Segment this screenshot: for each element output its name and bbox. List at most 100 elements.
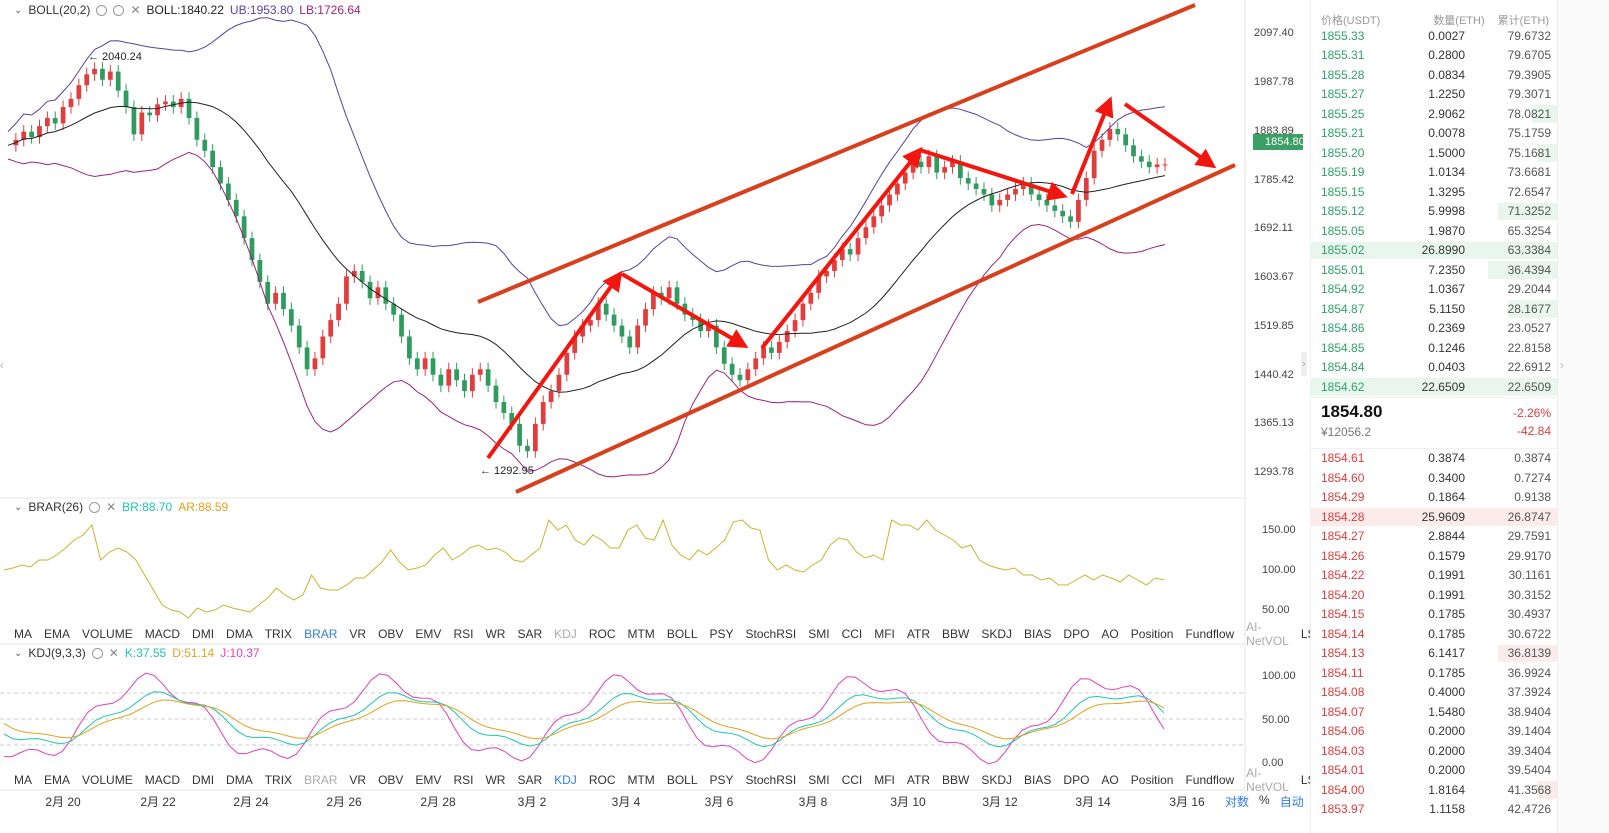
gear-icon[interactable]	[91, 647, 103, 659]
indicator-tab-dpo[interactable]: DPO	[1063, 627, 1090, 641]
collapse-chevron-icon[interactable]: ⌄	[14, 501, 23, 513]
indicator-tab-atr[interactable]: ATR	[906, 773, 931, 787]
bid-row[interactable]: 1854.92 1.0367 29.2044	[1311, 280, 1557, 300]
ask-row[interactable]: 1854.03 0.2000 39.3404	[1311, 741, 1557, 761]
indicator-tab-mtm[interactable]: MTM	[627, 773, 655, 787]
indicator-tab-bias[interactable]: BIAS	[1024, 627, 1052, 641]
indicator-tab-vr[interactable]: VR	[349, 627, 367, 641]
indicator-tab-ai-netvol[interactable]: AI-NetVOL	[1246, 766, 1289, 794]
bid-row[interactable]: 1855.27 1.2250 79.3071	[1311, 85, 1557, 105]
collapse-chevron-icon[interactable]: ⌄	[14, 4, 23, 16]
ask-row[interactable]: 1854.11 0.1785 36.9924	[1311, 663, 1557, 683]
indicator-tab-ao[interactable]: AO	[1101, 773, 1119, 787]
auto-scale-toggle[interactable]: 自动	[1279, 795, 1304, 809]
chart-area[interactable]: 2097.40 1987.78 1883.89 1785.42 1692.11 1603.…	[0, 0, 1333, 833]
ask-row[interactable]: 1854.27 2.8844 29.7591	[1311, 527, 1557, 547]
bid-row[interactable]: 1855.15 1.3295 72.6547	[1311, 182, 1557, 202]
indicator-tab-skdj[interactable]: SKDJ	[981, 627, 1013, 641]
indicator-tab-mfi[interactable]: MFI	[874, 627, 895, 641]
eye-icon[interactable]	[96, 4, 108, 16]
indicator-tab-ai-netvol[interactable]: AI-NetVOL	[1246, 620, 1289, 648]
ask-row[interactable]: 1854.20 0.1991 30.3152	[1311, 585, 1557, 605]
indicator-tab-stochrsi[interactable]: StochRSI	[745, 773, 797, 787]
indicator-tab-boll[interactable]: BOLL	[666, 773, 698, 787]
close-icon[interactable]: ✕	[108, 646, 119, 660]
bid-row[interactable]: 1855.28 0.0834 79.3905	[1311, 65, 1557, 85]
indicator-tab-sar[interactable]: SAR	[517, 627, 543, 641]
indicator-tab-emv[interactable]: EMV	[415, 773, 442, 787]
panel-toggle-chevron-icon[interactable]: ›	[1301, 352, 1307, 376]
indicator-tab-cci[interactable]: CCI	[841, 773, 863, 787]
indicator-tab-trix[interactable]: TRIX	[264, 627, 293, 641]
left-edge-chevron-icon[interactable]: ‹	[0, 360, 4, 372]
indicator-tab-emv[interactable]: EMV	[415, 627, 442, 641]
indicator-tab-roc[interactable]: ROC	[588, 627, 616, 641]
indicator-tab-obv[interactable]: OBV	[378, 627, 404, 641]
gear-icon[interactable]	[89, 501, 101, 513]
bid-row[interactable]: 1855.21 0.0078 75.1759	[1311, 124, 1557, 144]
ask-row[interactable]: 1854.14 0.1785 30.6722	[1311, 624, 1557, 644]
bid-row[interactable]: 1855.05 1.9870 65.3254	[1311, 221, 1557, 241]
collapse-chevron-icon[interactable]: ⌄	[14, 647, 23, 659]
indicator-tab-smi[interactable]: SMI	[808, 627, 830, 641]
indicator-tab-boll[interactable]: BOLL	[666, 627, 698, 641]
ask-row[interactable]: 1854.60 0.3400 0.7274	[1311, 468, 1557, 488]
ask-row[interactable]: 1854.15 0.1785 30.4937	[1311, 605, 1557, 625]
indicator-tab-fundflow[interactable]: Fundflow	[1185, 627, 1235, 641]
close-icon[interactable]: ✕	[106, 500, 117, 514]
indicator-tab-bias[interactable]: BIAS	[1024, 773, 1052, 787]
indicator-tab-psy[interactable]: PSY	[709, 627, 734, 641]
bid-row[interactable]: 1855.01 7.2350 36.4394	[1311, 260, 1557, 280]
indicator-tab-cci[interactable]: CCI	[841, 627, 863, 641]
bid-row[interactable]: 1855.31 0.2800 79.6705	[1311, 46, 1557, 66]
ask-row[interactable]: 1854.01 0.2000 39.5404	[1311, 761, 1557, 781]
ask-row[interactable]: 1854.07 1.5480 38.9404	[1311, 702, 1557, 722]
ask-row[interactable]: 1854.28 25.9609 26.8747	[1310, 507, 1557, 527]
indicator-tab-skdj[interactable]: SKDJ	[981, 773, 1013, 787]
ask-row[interactable]: 1853.97 1.1158 42.4726	[1311, 800, 1557, 820]
indicator-tab-dpo[interactable]: DPO	[1063, 773, 1090, 787]
log-scale-toggle[interactable]: 对数	[1225, 795, 1250, 809]
ask-row[interactable]: 1854.06 0.2000 39.1404	[1311, 722, 1557, 742]
indicator-tab-position[interactable]: Position	[1130, 627, 1174, 641]
indicator-tab-brar[interactable]: BRAR	[304, 627, 338, 641]
indicator-tab-dmi[interactable]: DMI	[192, 627, 215, 641]
bid-row[interactable]: 1855.33 0.0027 79.6732	[1311, 26, 1557, 46]
indicator-tab-vr[interactable]: VR	[349, 773, 367, 787]
indicator-tab-smi[interactable]: SMI	[808, 773, 830, 787]
bid-row[interactable]: 1855.20 1.5000 75.1681	[1311, 143, 1557, 163]
ask-row[interactable]: 1854.26 0.1579 29.9170	[1311, 546, 1557, 566]
indicator-tab-ao[interactable]: AO	[1101, 627, 1119, 641]
indicator-tab-mfi[interactable]: MFI	[874, 773, 895, 787]
expand-chevron-icon[interactable]: ›	[1560, 360, 1564, 372]
bid-row[interactable]: 1855.02 26.8990 63.3384	[1310, 241, 1557, 261]
indicator-tab-ma[interactable]: MA	[14, 627, 32, 641]
indicator-tab-volume[interactable]: VOLUME	[82, 627, 133, 641]
gear-icon[interactable]	[113, 4, 125, 16]
ask-row[interactable]: 1854.29 0.1864 0.9138	[1311, 488, 1557, 508]
indicator-tab-roc[interactable]: ROC	[588, 773, 616, 787]
indicator-tab-stochrsi[interactable]: StochRSI	[745, 627, 797, 641]
indicator-tab-ma[interactable]: MA	[14, 773, 32, 787]
ask-row[interactable]: 1854.00 1.8164 41.3568	[1311, 780, 1557, 800]
indicator-tab-rsi[interactable]: RSI	[453, 773, 474, 787]
ask-row[interactable]: 1854.22 0.1991 30.1161	[1311, 566, 1557, 586]
indicator-tab-dmi[interactable]: DMI	[192, 773, 215, 787]
bid-row[interactable]: 1854.87 5.1150 28.1677	[1311, 299, 1557, 319]
indicator-tab-bbw[interactable]: BBW	[942, 627, 970, 641]
indicator-tab-wr[interactable]: WR	[485, 773, 506, 787]
percent-scale-toggle[interactable]: %	[1259, 793, 1270, 807]
indicator-tab-mtm[interactable]: MTM	[627, 627, 655, 641]
indicator-tab-kdj[interactable]: KDJ	[554, 627, 577, 641]
indicator-tab-macd[interactable]: MACD	[144, 773, 181, 787]
indicator-tab-psy[interactable]: PSY	[709, 773, 734, 787]
indicator-tab-atr[interactable]: ATR	[906, 627, 931, 641]
indicator-tab-obv[interactable]: OBV	[378, 773, 404, 787]
ask-row[interactable]: 1854.13 6.1417 36.8139	[1311, 644, 1557, 664]
indicator-tab-volume[interactable]: VOLUME	[82, 773, 133, 787]
bid-row[interactable]: 1855.19 1.0134 73.6681	[1311, 163, 1557, 183]
ask-row[interactable]: 1854.08 0.4000 37.3924	[1311, 683, 1557, 703]
bid-row[interactable]: 1854.62 22.6509 22.6509	[1310, 377, 1557, 397]
indicator-tab-trix[interactable]: TRIX	[264, 773, 293, 787]
indicator-tab-dma[interactable]: DMA	[226, 627, 253, 641]
